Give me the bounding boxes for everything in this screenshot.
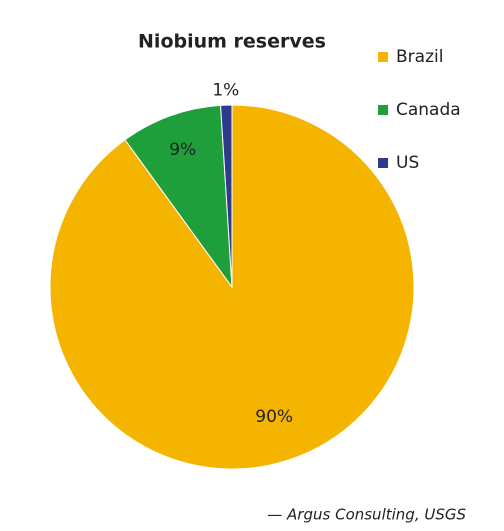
data-label: 9% [169,140,196,160]
source-note: — Argus Consulting, USGS [267,506,466,524]
legend-label: US [396,153,419,173]
legend-marker [378,105,388,115]
pie-slice [220,104,233,288]
data-label: 1% [212,81,239,101]
legend-label: Canada [396,100,461,120]
legend-marker [378,52,388,62]
legend-marker [378,158,388,168]
pie-slice [124,104,233,289]
legend-label: Brazil [396,47,443,67]
chart-title: Niobium reserves [138,31,326,53]
data-label: 90% [255,407,293,427]
